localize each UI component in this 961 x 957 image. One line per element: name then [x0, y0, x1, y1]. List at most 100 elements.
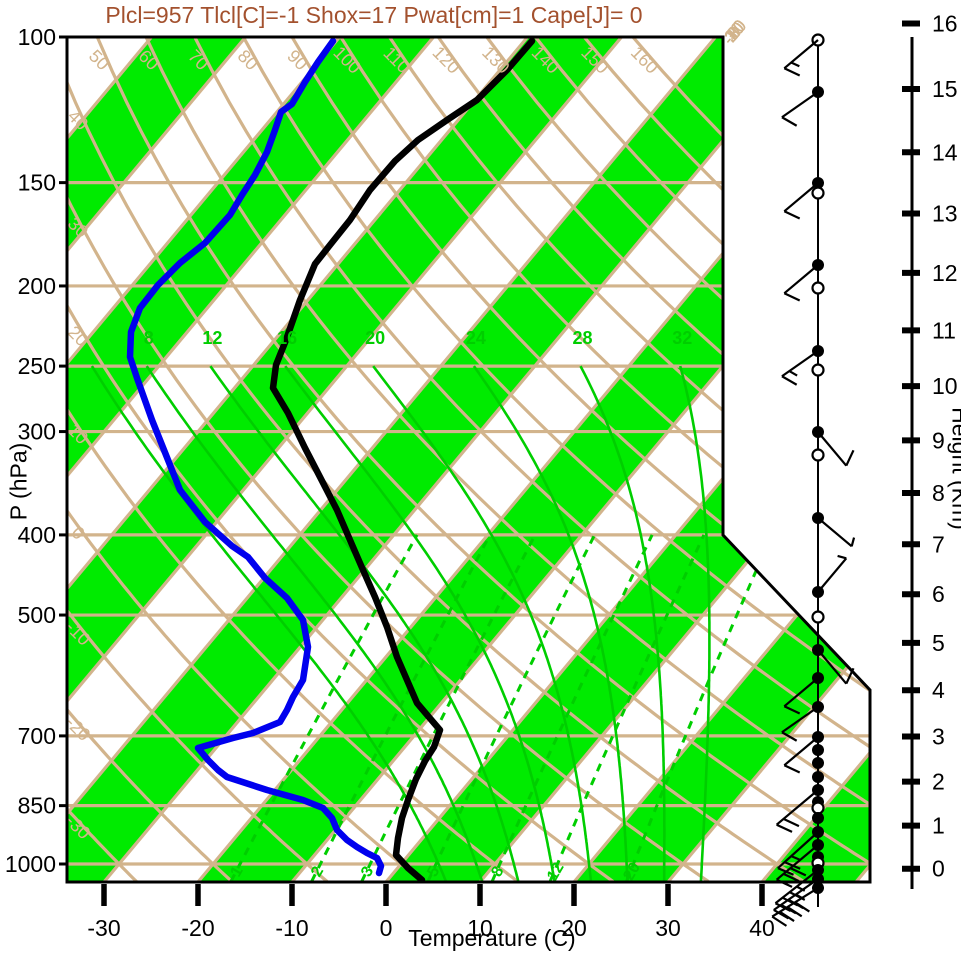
sounding-indices-title: Plcl=957 Tlcl[C]=-1 Shox=17 Pwat[cm]=1 C… — [105, 2, 643, 28]
dry-adiabat-line — [95, 37, 870, 882]
green-band — [67, 37, 810, 882]
height-tick-label: 12 — [932, 260, 958, 286]
moist-adiabat-label: 28 — [572, 328, 592, 348]
wind-barb-feather — [794, 901, 810, 913]
height-tick-label: 11 — [932, 317, 956, 343]
dry-adiabat-line — [193, 37, 870, 882]
height-tick-label: 7 — [932, 531, 945, 557]
height-tick-label: 8 — [932, 480, 945, 506]
dry-adiabat-line — [388, 37, 870, 882]
station-dot — [812, 812, 824, 824]
pressure-tick-label: 400 — [18, 522, 56, 548]
dry-adiabat-line — [67, 37, 805, 882]
height-tick-label: 14 — [932, 139, 958, 165]
height-tick-label: 10 — [932, 373, 958, 399]
wind-barb-feather — [776, 878, 793, 888]
pressure-tick-label: 100 — [18, 24, 56, 50]
height-tick-label: 4 — [932, 677, 945, 703]
wind-barb-feather — [781, 375, 798, 386]
wind-barb-staff — [783, 736, 819, 767]
isotherm-line — [67, 37, 247, 882]
wind-barb-feather — [783, 292, 801, 302]
station-dot — [812, 757, 824, 769]
wind-barb-staff — [817, 649, 848, 685]
x-tick-label: -10 — [275, 915, 308, 941]
station-circle — [811, 801, 825, 815]
height-tick-label: 9 — [932, 427, 945, 453]
wind-barb-staff — [783, 264, 819, 295]
wind-barb-staff — [781, 91, 819, 119]
wind-barb-feather — [845, 449, 855, 467]
wind-barb-feather — [783, 764, 801, 774]
moist-adiabat-line — [472, 365, 629, 882]
wind-barb-staff — [817, 431, 848, 467]
dry-adiabat-line — [339, 37, 870, 882]
green-band — [67, 37, 434, 882]
wind-barb-feather — [776, 823, 793, 833]
wind-barb-feather — [771, 915, 788, 927]
dry-adiabat-top-label: 50 — [85, 46, 113, 74]
pressure-tick-label: 200 — [18, 273, 56, 299]
wind-barb-feather — [783, 67, 801, 77]
wind-barb-half-feather — [790, 61, 800, 68]
x-tick-label: 0 — [380, 915, 393, 941]
dry-adiabat-line — [290, 37, 870, 882]
moist-adiabat-label: 8 — [144, 328, 154, 348]
isotherm-line — [67, 37, 623, 882]
moist-adiabat-line — [284, 365, 556, 882]
station-circle — [811, 363, 825, 377]
wind-barb-feather — [783, 210, 801, 220]
wind-barb-feather — [783, 872, 800, 883]
height-tick-label: 6 — [932, 581, 945, 607]
wind-barb-half-feather — [850, 537, 856, 547]
wind-barb-half-feather — [837, 554, 847, 560]
dry-adiabat-line — [67, 37, 519, 882]
wind-barb-feather — [783, 817, 800, 828]
height-tick-label: 5 — [932, 630, 945, 656]
dry-adiabat-top-label: 120 — [429, 42, 464, 77]
isotherm-line — [67, 37, 529, 882]
wind-barb-feather — [781, 731, 798, 742]
moist-adiabat-line — [209, 365, 520, 882]
wind-barb-feather — [779, 910, 795, 923]
mixing-ratio-label: 12 — [544, 860, 568, 884]
wind-barb-staff — [817, 517, 853, 548]
station-circle — [811, 610, 825, 624]
wind-barb-half-feather — [788, 370, 798, 377]
pressure-tick-label: 850 — [18, 793, 56, 819]
station-circle — [811, 281, 825, 295]
temperature-curve — [269, 37, 536, 882]
x-tick-label: 40 — [749, 915, 775, 941]
moist-adiabat-label: 20 — [365, 328, 385, 348]
wind-barb-staff — [783, 39, 819, 70]
wind-barb-feather — [783, 705, 801, 715]
isotherm-line — [67, 37, 435, 882]
dry-adiabat-line — [67, 37, 615, 882]
moist-adiabat-line — [579, 365, 666, 882]
height-axis-title: Height (Km) — [947, 407, 961, 530]
dry-adiabat-line — [67, 37, 138, 882]
dry-adiabat-top-label: 160 — [627, 42, 662, 77]
wind-barb-staff — [781, 350, 819, 378]
mixing-ratio-line — [229, 534, 419, 882]
pressure-tick-label: 300 — [18, 419, 56, 445]
height-tick-label: 13 — [932, 201, 958, 227]
moist-adiabat-label: 12 — [202, 328, 222, 348]
wind-barb-staff — [817, 557, 848, 593]
station-dot — [812, 744, 824, 756]
moist-adiabat-label: 16 — [277, 328, 297, 348]
pressure-axis-title: P (hPa) — [5, 442, 32, 521]
green-band — [574, 37, 870, 882]
pressure-tick-label: 250 — [18, 353, 56, 379]
station-circle — [811, 186, 825, 200]
dry-adiabat-line — [67, 37, 233, 882]
wind-barb-staff — [783, 182, 819, 213]
station-circle — [811, 448, 825, 462]
moist-adiabat-line — [372, 365, 593, 882]
wind-barb-feather — [789, 867, 807, 877]
height-tick-label: 3 — [932, 723, 945, 749]
x-tick-label: -30 — [87, 915, 120, 941]
height-tick-label: 16 — [932, 11, 958, 37]
dry-adiabat-line — [144, 37, 870, 882]
